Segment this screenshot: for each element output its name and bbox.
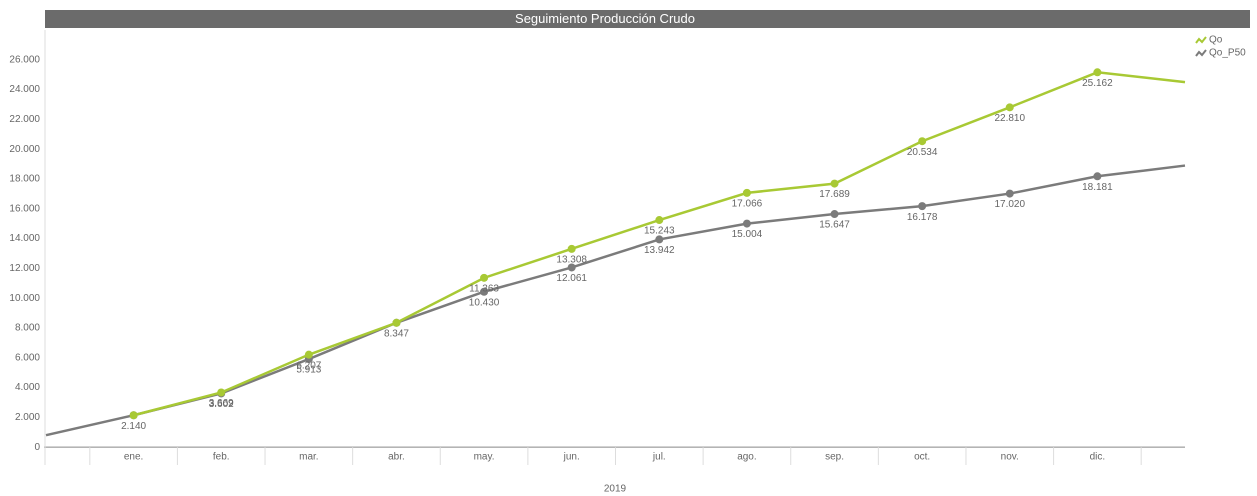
value-label: 15.004 xyxy=(732,229,763,240)
point xyxy=(480,287,489,296)
x-tick-label: oct. xyxy=(914,452,930,463)
point xyxy=(830,179,839,188)
x-tick-label: dic. xyxy=(1090,452,1106,463)
x-tick-label: ago. xyxy=(737,452,756,463)
point xyxy=(655,216,664,225)
point xyxy=(567,263,576,272)
legend-swatch xyxy=(1195,36,1207,44)
legend-swatch xyxy=(1195,49,1207,57)
value-label: 3.669 xyxy=(209,398,234,409)
x-tick-label: mar. xyxy=(299,452,318,463)
title-bar xyxy=(45,10,1250,28)
chart-title: Seguimiento Producción Crudo xyxy=(515,11,695,26)
point xyxy=(217,388,226,397)
point xyxy=(830,210,839,219)
point xyxy=(1093,68,1102,77)
point xyxy=(129,411,138,420)
legend-label: Qo_P50 xyxy=(1209,48,1246,59)
value-label: 6.207 xyxy=(296,360,321,371)
y-tick-label: 22.000 xyxy=(9,114,40,125)
point xyxy=(1005,189,1014,198)
x-tick-label: sep. xyxy=(825,452,844,463)
value-label: 17.066 xyxy=(732,199,763,210)
x-tick-label: jun. xyxy=(563,452,580,463)
value-label: 15.243 xyxy=(644,226,675,237)
point xyxy=(655,235,664,244)
x-axis-label: 2019 xyxy=(604,484,627,495)
value-label: 15.647 xyxy=(819,220,850,231)
value-label: 12.061 xyxy=(556,273,587,284)
y-tick-label: 4.000 xyxy=(15,382,40,393)
value-label: 10.430 xyxy=(469,297,500,308)
value-label: 2.140 xyxy=(121,421,146,432)
y-tick-label: 6.000 xyxy=(15,352,40,363)
point xyxy=(567,244,576,253)
value-label: 18.181 xyxy=(1082,182,1113,193)
y-tick-label: 12.000 xyxy=(9,263,40,274)
value-label: 16.178 xyxy=(907,212,938,223)
x-tick-label: nov. xyxy=(1001,452,1019,463)
x-tick-label: ene. xyxy=(124,452,143,463)
value-label: 13.308 xyxy=(556,255,587,266)
x-tick-label: abr. xyxy=(388,452,405,463)
x-tick-label: jul. xyxy=(652,452,666,463)
value-label: 25.162 xyxy=(1082,78,1113,89)
y-tick-label: 24.000 xyxy=(9,84,40,95)
point xyxy=(1093,172,1102,181)
series-line xyxy=(133,71,1186,417)
point xyxy=(742,219,751,228)
series-line xyxy=(45,164,1186,437)
y-tick-label: 26.000 xyxy=(9,54,40,65)
point xyxy=(480,273,489,282)
point xyxy=(392,318,401,327)
point xyxy=(304,350,313,359)
y-tick-label: 0 xyxy=(34,442,40,453)
value-label: 17.020 xyxy=(994,199,1025,210)
y-tick-label: 14.000 xyxy=(9,233,40,244)
point xyxy=(918,202,927,211)
y-tick-label: 16.000 xyxy=(9,203,40,214)
point xyxy=(742,188,751,197)
y-tick-label: 8.000 xyxy=(15,323,40,334)
value-label: 22.810 xyxy=(994,113,1025,124)
legend-label: Qo xyxy=(1209,35,1223,46)
value-label: 13.942 xyxy=(644,245,675,256)
x-tick-label: may. xyxy=(474,452,495,463)
point xyxy=(918,137,927,146)
value-label: 8.347 xyxy=(384,328,409,339)
value-label: 3.602 xyxy=(209,399,234,410)
x-tick-label: feb. xyxy=(213,452,230,463)
value-label: 11.363 xyxy=(469,283,499,294)
value-label: 20.534 xyxy=(907,147,938,158)
y-tick-label: 10.000 xyxy=(9,293,40,304)
point xyxy=(1005,103,1014,112)
y-tick-label: 2.000 xyxy=(15,412,40,423)
value-label: 17.689 xyxy=(819,189,850,200)
y-tick-label: 18.000 xyxy=(9,174,40,185)
value-label: 5.913 xyxy=(296,365,321,376)
y-tick-label: 20.000 xyxy=(9,144,40,155)
